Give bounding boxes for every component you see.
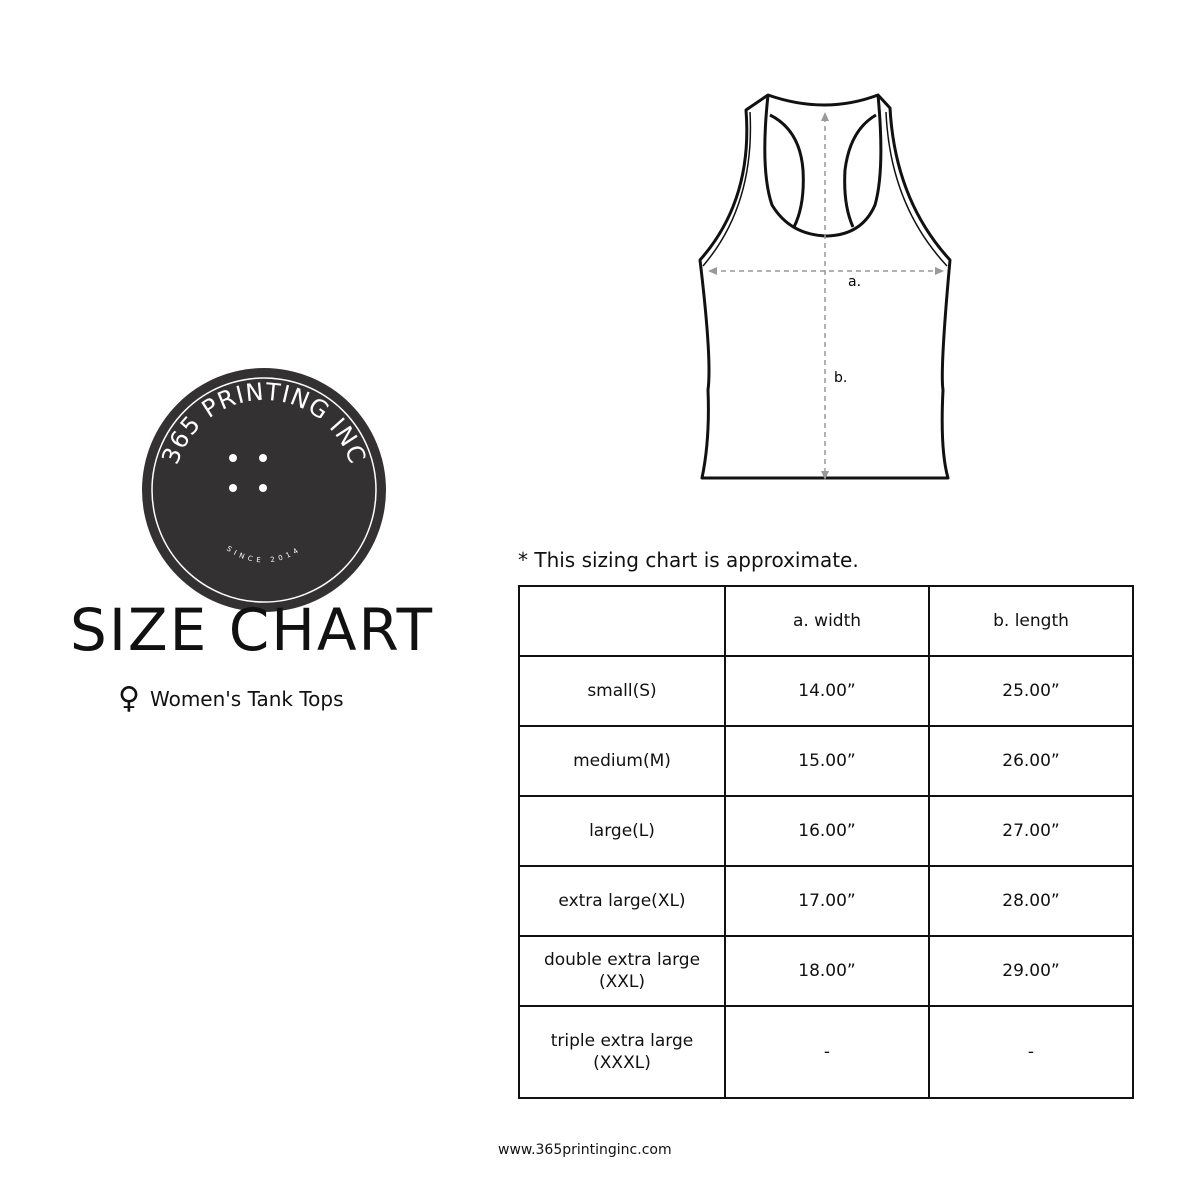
- table-row: triple extra large (XXXL) - -: [518, 1005, 1134, 1099]
- table-row: large(L) 16.00” 27.00”: [518, 795, 1134, 867]
- length-cell: 29.00”: [928, 935, 1134, 1007]
- website-url: www.365printinginc.com: [498, 1142, 672, 1158]
- brand-logo: 365 PRINTING INC SINCE 2014: [142, 368, 386, 612]
- length-cell: -: [928, 1005, 1134, 1099]
- page-title: SIZE CHART: [70, 596, 435, 664]
- header-length: b. length: [928, 585, 1134, 657]
- table-row: double extra large (XXL) 18.00” 29.00”: [518, 935, 1134, 1007]
- length-cell: 25.00”: [928, 655, 1134, 727]
- approximate-note: * This sizing chart is approximate.: [518, 548, 859, 572]
- size-cell: medium(M): [518, 725, 726, 797]
- subtitle-text: Women's Tank Tops: [149, 687, 344, 711]
- size-cell: extra large(XL): [518, 865, 726, 937]
- label-b: b.: [834, 370, 847, 386]
- length-cell: 26.00”: [928, 725, 1134, 797]
- table-row: extra large(XL) 17.00” 28.00”: [518, 865, 1134, 937]
- size-cell: triple extra large (XXXL): [518, 1005, 726, 1099]
- width-cell: -: [724, 1005, 930, 1099]
- button-holes-icon: [229, 454, 267, 492]
- female-symbol-icon: ♀: [118, 681, 140, 716]
- size-table: a. width b. length small(S) 14.00” 25.00” …: [518, 585, 1134, 1099]
- length-cell: 28.00”: [928, 865, 1134, 937]
- table-row: small(S) 14.00” 25.00”: [518, 655, 1134, 727]
- table-row: medium(M) 15.00” 26.00”: [518, 725, 1134, 797]
- size-cell: double extra large (XXL): [518, 935, 726, 1007]
- table-header-row: a. width b. length: [518, 585, 1134, 657]
- label-a: a.: [848, 274, 861, 290]
- width-cell: 15.00”: [724, 725, 930, 797]
- size-cell: small(S): [518, 655, 726, 727]
- header-width: a. width: [724, 585, 930, 657]
- header-cell: [518, 585, 726, 657]
- tank-top-diagram: a. b.: [698, 93, 952, 480]
- size-cell: large(L): [518, 795, 726, 867]
- width-cell: 16.00”: [724, 795, 930, 867]
- width-cell: 14.00”: [724, 655, 930, 727]
- width-cell: 17.00”: [724, 865, 930, 937]
- subtitle: ♀ Women's Tank Tops: [118, 684, 344, 714]
- width-cell: 18.00”: [724, 935, 930, 1007]
- length-cell: 27.00”: [928, 795, 1134, 867]
